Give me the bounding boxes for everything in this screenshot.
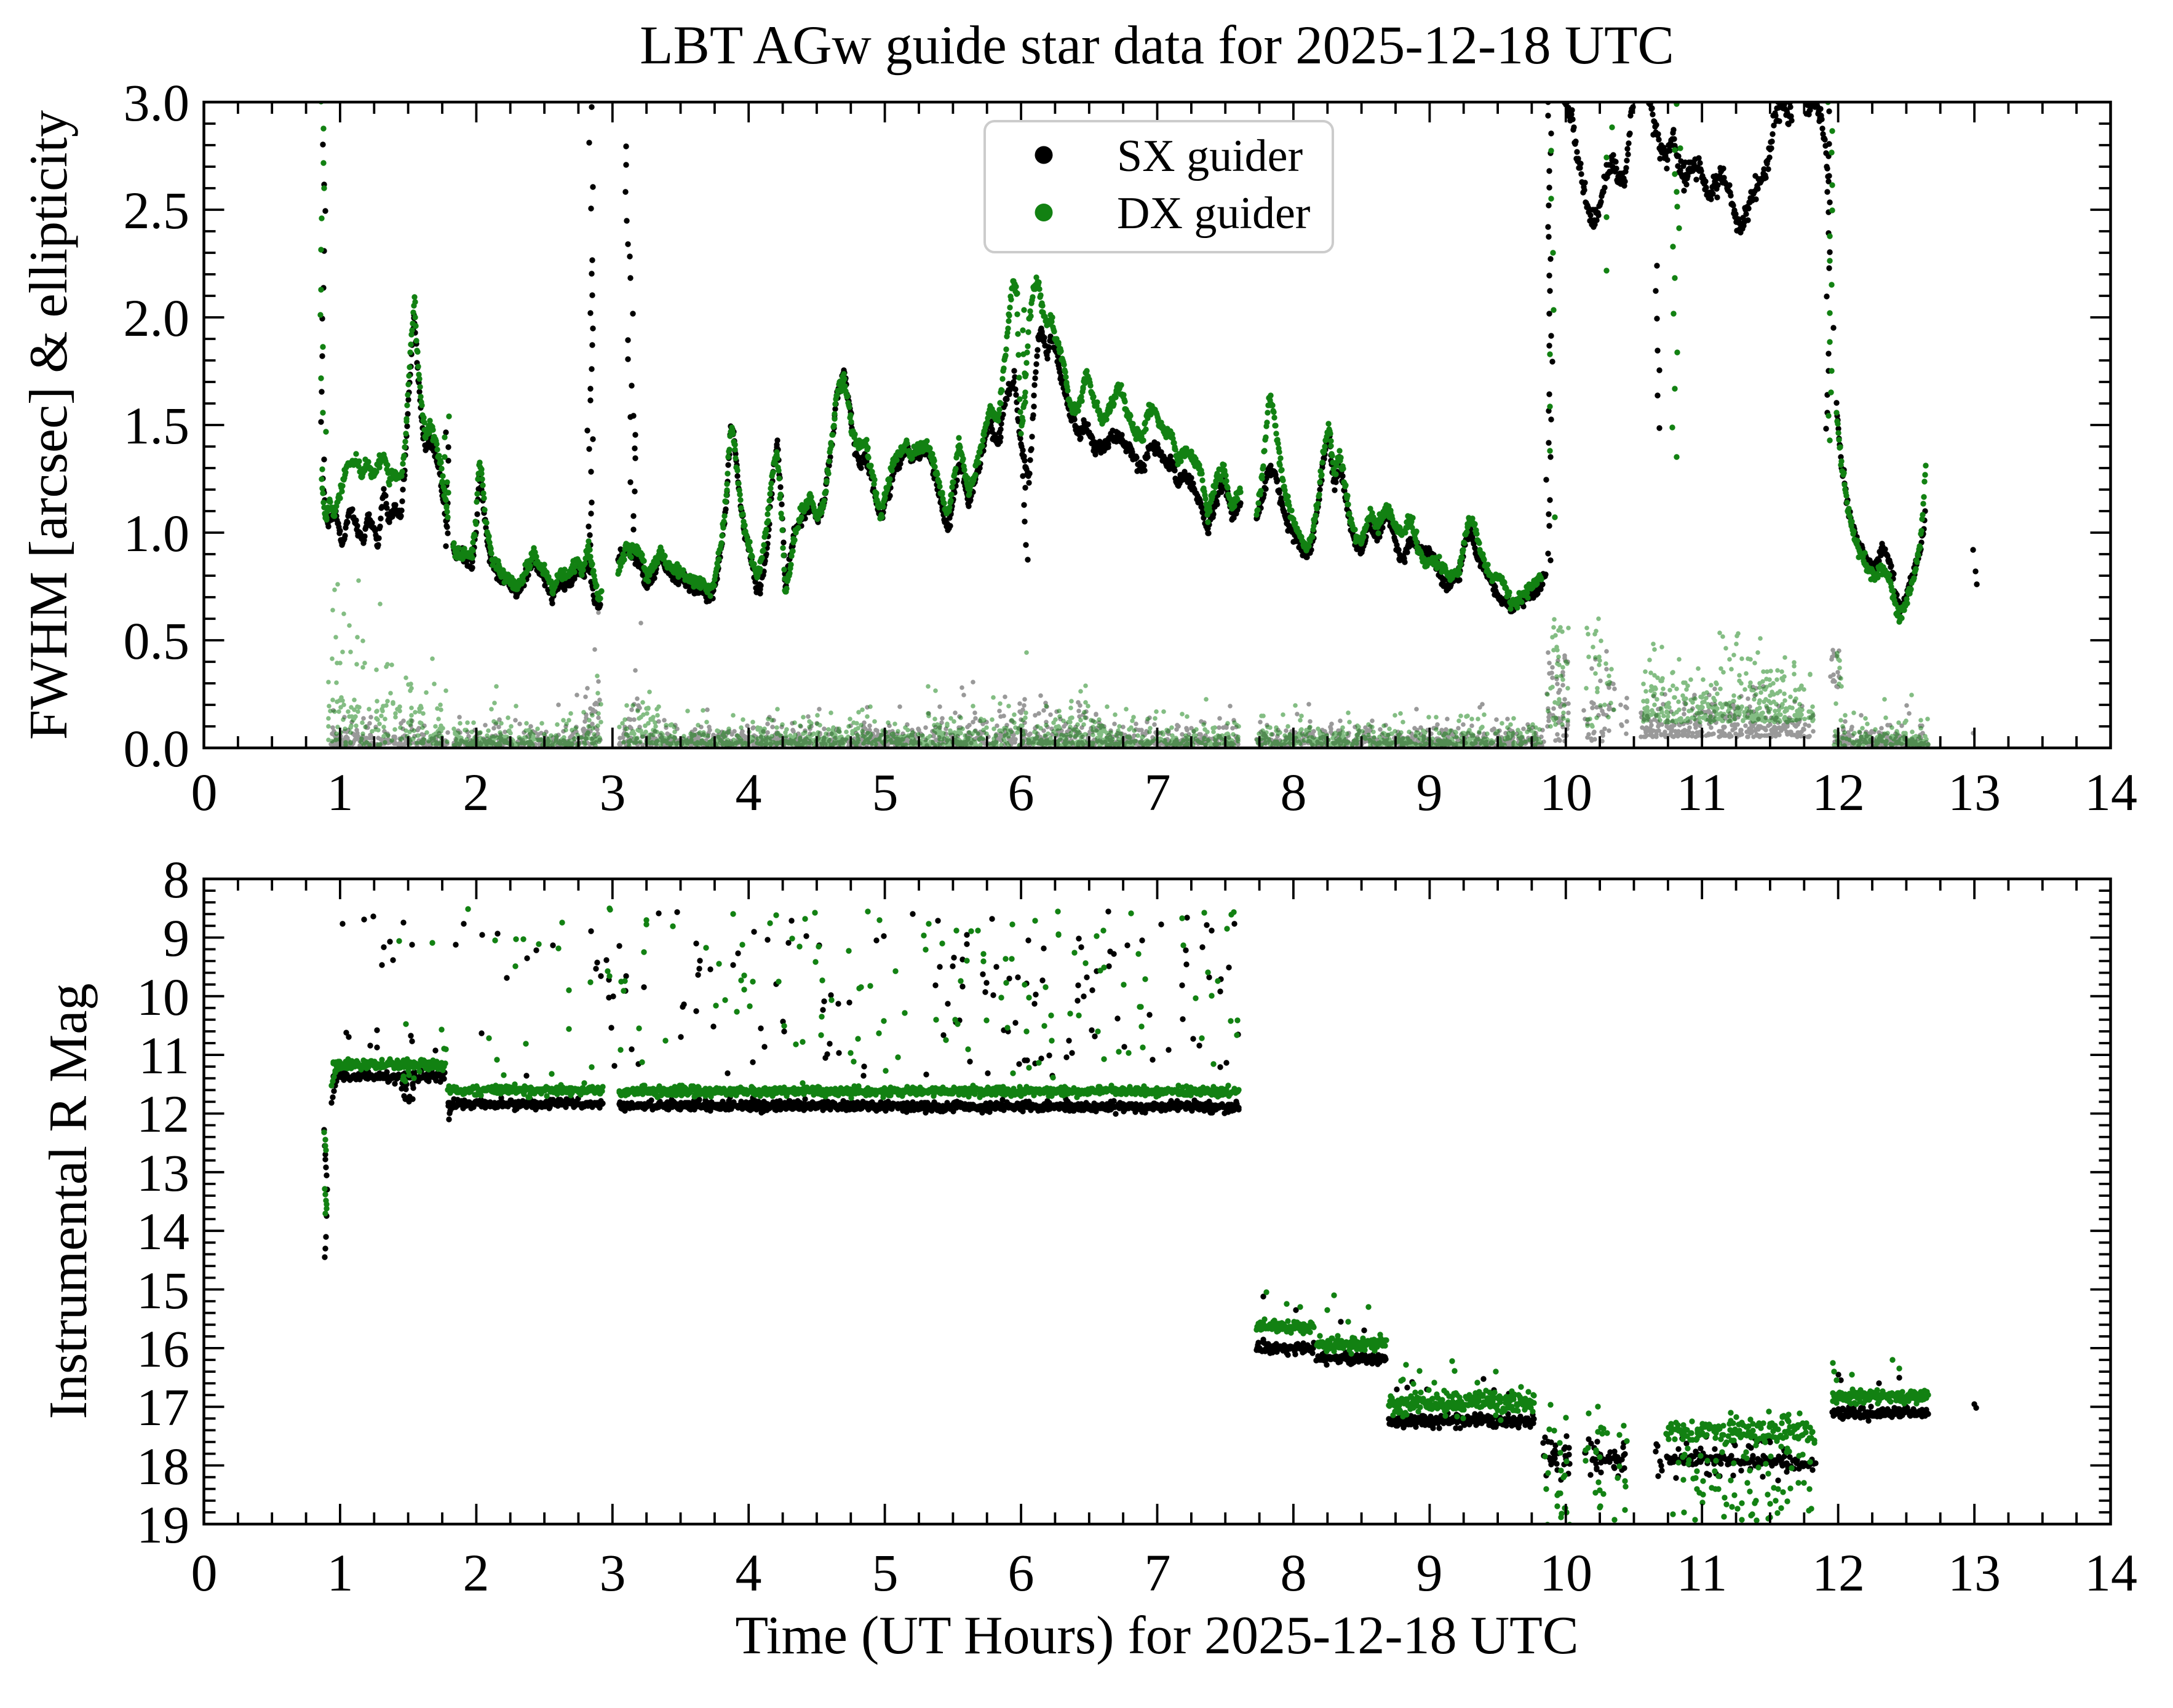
svg-text:0: 0 — [191, 763, 218, 822]
svg-text:10: 10 — [1539, 763, 1592, 822]
svg-text:10: 10 — [137, 967, 189, 1027]
svg-text:7: 7 — [1145, 1543, 1171, 1602]
svg-text:13: 13 — [1948, 763, 2001, 822]
svg-text:LBT AGw guide star data for 20: LBT AGw guide star data for 2025-12-18 U… — [640, 15, 1674, 76]
svg-text:0.5: 0.5 — [124, 611, 190, 670]
svg-text:11: 11 — [1677, 1543, 1728, 1602]
svg-text:14: 14 — [137, 1202, 189, 1261]
svg-text:0.0: 0.0 — [124, 719, 190, 778]
svg-text:17: 17 — [137, 1378, 189, 1437]
svg-text:9: 9 — [1416, 1543, 1443, 1602]
svg-text:8: 8 — [163, 850, 189, 909]
svg-text:4: 4 — [736, 763, 762, 822]
svg-text:1: 1 — [327, 1543, 354, 1602]
svg-text:13: 13 — [1948, 1543, 2001, 1602]
svg-text:12: 12 — [1812, 1543, 1865, 1602]
svg-text:10: 10 — [1539, 1543, 1592, 1602]
svg-text:15: 15 — [137, 1261, 189, 1320]
svg-text:9: 9 — [1416, 763, 1443, 822]
svg-text:12: 12 — [1812, 763, 1865, 822]
svg-text:9: 9 — [163, 908, 189, 967]
svg-text:5: 5 — [872, 1543, 899, 1602]
svg-text:12: 12 — [137, 1084, 189, 1143]
svg-text:3: 3 — [600, 1543, 626, 1602]
svg-text:18: 18 — [137, 1437, 189, 1496]
svg-text:2.5: 2.5 — [124, 181, 190, 240]
svg-text:11: 11 — [1677, 763, 1728, 822]
svg-text:6: 6 — [1008, 763, 1035, 822]
svg-text:SX guider: SX guider — [1117, 131, 1303, 181]
svg-text:8: 8 — [1281, 1543, 1307, 1602]
svg-text:2: 2 — [463, 1543, 490, 1602]
svg-text:8: 8 — [1281, 763, 1307, 822]
svg-text:19: 19 — [137, 1495, 189, 1554]
svg-text:14: 14 — [2084, 1543, 2137, 1602]
svg-text:DX guider: DX guider — [1117, 188, 1310, 239]
svg-text:5: 5 — [872, 763, 899, 822]
svg-text:16: 16 — [137, 1319, 189, 1378]
svg-text:11: 11 — [138, 1026, 189, 1085]
svg-text:2: 2 — [463, 763, 490, 822]
svg-text:6: 6 — [1008, 1543, 1035, 1602]
svg-text:4: 4 — [736, 1543, 762, 1602]
svg-text:Instrumental R Mag: Instrumental R Mag — [39, 983, 98, 1420]
svg-text:1: 1 — [327, 763, 354, 822]
svg-text:14: 14 — [2084, 763, 2137, 822]
svg-text:2.0: 2.0 — [124, 288, 190, 348]
svg-text:FWHM [arcsec] & ellipticity: FWHM [arcsec] & ellipticity — [19, 110, 79, 740]
svg-text:7: 7 — [1145, 763, 1171, 822]
svg-text:3.0: 3.0 — [124, 73, 190, 132]
svg-text:13: 13 — [137, 1143, 189, 1202]
svg-text:3: 3 — [600, 763, 626, 822]
svg-text:0: 0 — [191, 1543, 218, 1602]
svg-text:1.5: 1.5 — [124, 396, 190, 455]
svg-text:Time (UT Hours) for 2025-12-18: Time (UT Hours) for 2025-12-18 UTC — [735, 1606, 1578, 1666]
svg-text:1.0: 1.0 — [124, 504, 190, 563]
